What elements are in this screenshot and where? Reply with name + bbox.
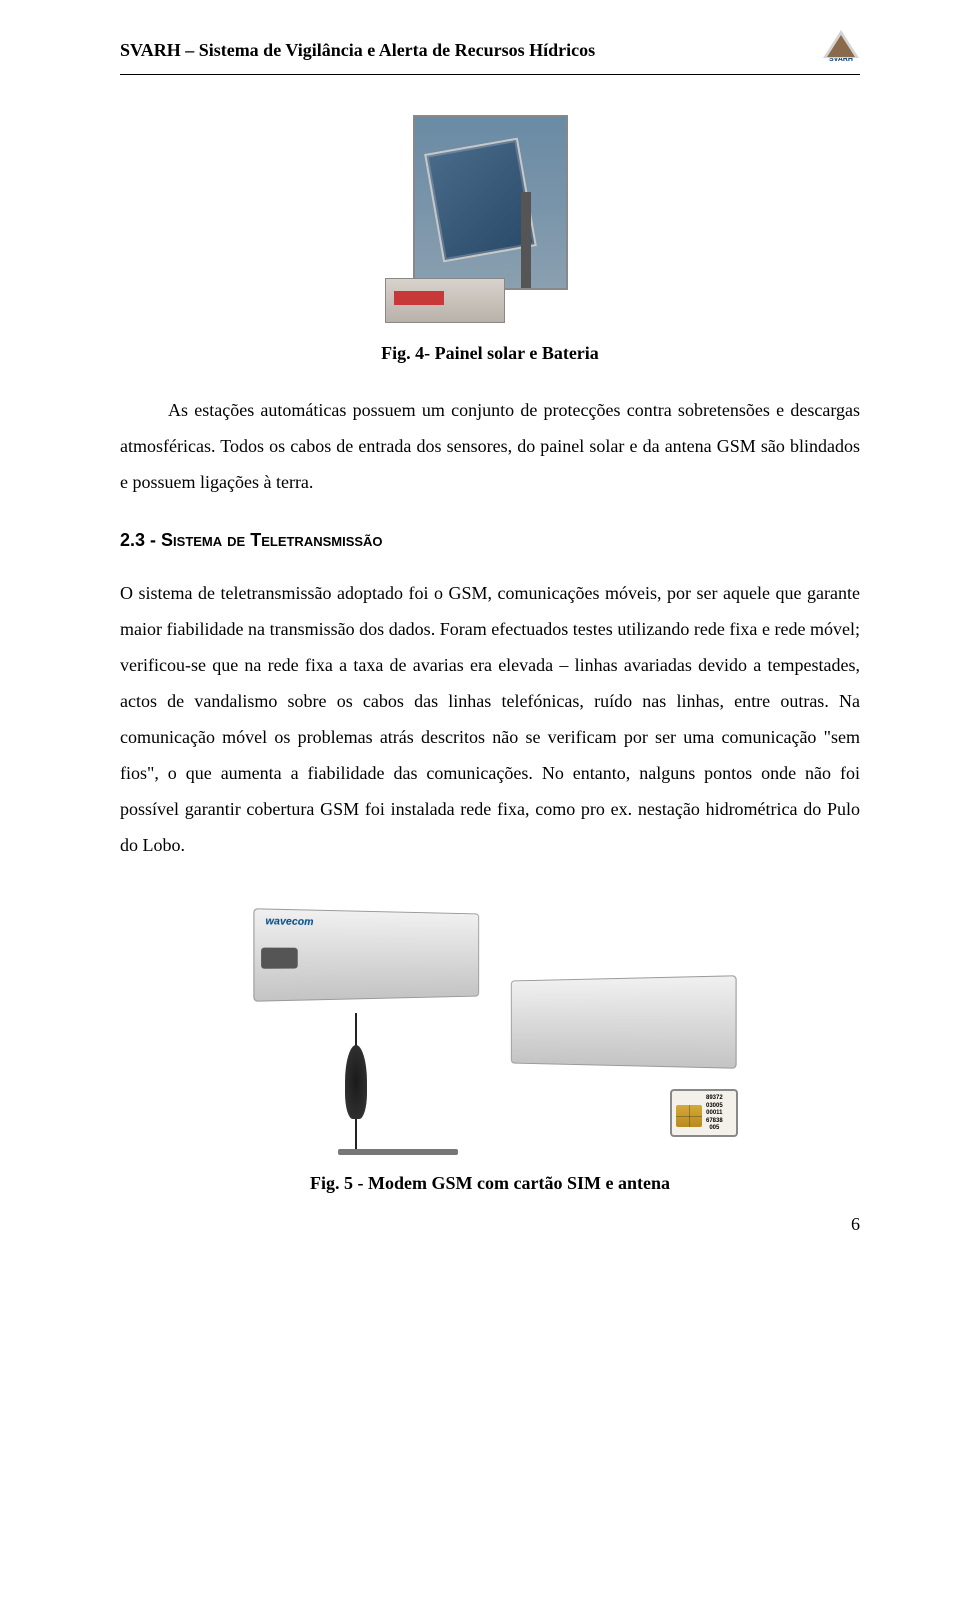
sim-chip-icon (676, 1105, 702, 1127)
sim-line: 00011 (706, 1110, 723, 1118)
pole-icon (521, 192, 531, 290)
paragraph-2: O sistema de teletransmissão adoptado fo… (120, 575, 860, 863)
figure-5-block: wavecom 89372 03005 00011 67838 005 Fig.… (120, 893, 860, 1194)
figure-4-caption: Fig. 4- Painel solar e Bateria (120, 343, 860, 364)
section-title: Sistema de Teletransmissão (161, 530, 383, 550)
modem-front-image: wavecom (253, 908, 479, 1002)
header-title: SVARH – Sistema de Vigilância e Alerta d… (120, 40, 595, 61)
solar-panel-image (413, 115, 568, 290)
solar-panel-figure (120, 115, 860, 323)
sim-line: 005 (706, 1125, 723, 1133)
solar-panel-icon (424, 138, 537, 263)
battery-label-icon (394, 291, 444, 305)
section-2-3-heading: 2.3 - Sistema de Teletransmissão (120, 530, 860, 551)
page-header: SVARH – Sistema de Vigilância e Alerta d… (120, 30, 860, 75)
battery-image (385, 278, 505, 323)
paragraph-1: As estações automáticas possuem um conju… (120, 392, 860, 500)
modem-back-image (511, 975, 737, 1069)
figure-4-block: Fig. 4- Painel solar e Bateria (120, 115, 860, 364)
serial-port-icon (261, 948, 298, 969)
section-number: 2.3 - (120, 530, 161, 550)
sim-card-image: 89372 03005 00011 67838 005 (670, 1089, 738, 1137)
modem-figure-container: wavecom 89372 03005 00011 67838 005 (230, 893, 750, 1153)
sim-line: 89372 (706, 1095, 723, 1103)
svarh-logo: SVARH (822, 30, 860, 70)
logo-triangle-icon (823, 30, 859, 58)
figure-5-caption: Fig. 5 - Modem GSM com cartão SIM e ante… (120, 1173, 860, 1194)
sim-numbers: 89372 03005 00011 67838 005 (706, 1095, 723, 1133)
page-number: 6 (120, 1214, 860, 1235)
sim-line: 67838 (706, 1118, 723, 1126)
antenna-base-icon (338, 1149, 458, 1155)
antenna-cone-icon (345, 1045, 367, 1119)
sim-line: 03005 (706, 1103, 723, 1111)
modem-brand-label: wavecom (265, 916, 313, 928)
